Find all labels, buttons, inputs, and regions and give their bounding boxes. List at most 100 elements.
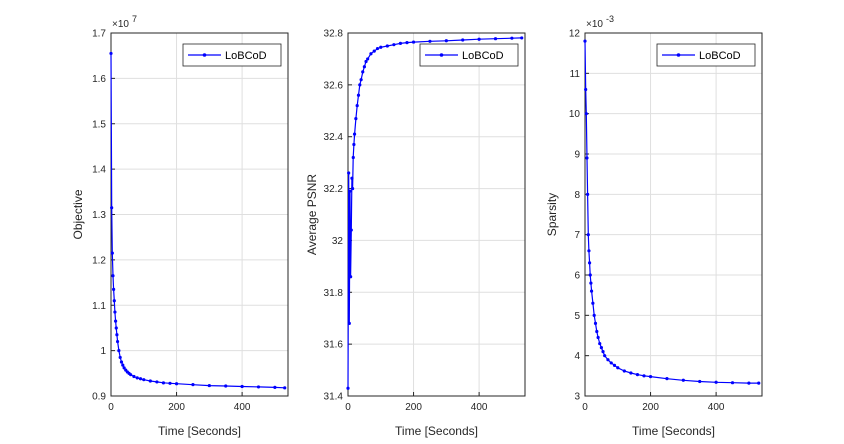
data-point — [592, 313, 596, 317]
chart-3: 0 200 400 3 4 5 6 7 8 9 10 11 12 ×10 -3 Time [Seconds] S… — [545, 14, 763, 438]
data-point — [477, 37, 481, 41]
data-point — [461, 38, 465, 42]
chart-2: 0 200 400 31.4 31.6 31.8 32 32.2 32.4 32.6 32.8 Tim… — [305, 29, 526, 438]
data-point — [161, 381, 166, 385]
y-axis-label: Average PSNR — [305, 174, 319, 255]
data-point — [665, 377, 669, 381]
data-point — [714, 380, 718, 384]
legend-box — [419, 43, 519, 67]
data-point — [114, 326, 118, 330]
legend-marker — [676, 53, 681, 57]
data-point — [352, 142, 356, 147]
y-tick-label: 1.6 — [92, 74, 106, 85]
data-point — [584, 112, 588, 116]
legend-entry: LoBCoD — [225, 50, 267, 62]
legend: LoBCoD — [419, 43, 519, 67]
data-point — [135, 376, 139, 380]
data-point — [358, 83, 362, 87]
data-point — [119, 360, 124, 364]
x-axis-label: Time [Seconds] — [395, 424, 478, 438]
data-point — [586, 192, 590, 196]
data-point — [110, 251, 114, 255]
data-point — [593, 321, 598, 325]
data-point — [411, 40, 416, 44]
y-exponent-base: ×10 — [112, 19, 129, 30]
data-point — [351, 155, 355, 160]
y-tick-label: 31.6 — [324, 340, 344, 351]
y-tick-label: 1 — [100, 346, 106, 357]
data-point — [444, 39, 448, 43]
data-point — [129, 373, 133, 377]
y-tick-label: 1.2 — [92, 255, 106, 266]
data-point — [587, 249, 591, 253]
y-tick-label: 32.6 — [324, 80, 344, 91]
plot-area — [348, 33, 525, 396]
chart-1: 0 200 400 0.9 1 1.1 1.2 1.3 1.4 1.5 1.6 1.7 ×10 7 Time… — [71, 14, 289, 438]
data-point — [375, 46, 380, 51]
legend-box — [182, 43, 282, 67]
legend: LoBCoD — [656, 43, 756, 67]
data-point — [598, 341, 602, 346]
y-tick-label: 0.9 — [92, 392, 106, 403]
data-point — [273, 385, 277, 389]
data-point — [359, 78, 363, 82]
data-point — [366, 57, 370, 61]
data-point — [698, 379, 702, 384]
data-point — [510, 36, 514, 40]
data-point — [349, 228, 353, 232]
data-point — [132, 374, 136, 379]
data-point — [588, 273, 592, 277]
x-tick-label: 0 — [582, 402, 588, 413]
data-point — [520, 36, 524, 40]
y-tick-label: 32.2 — [324, 184, 344, 195]
data-point — [207, 383, 211, 388]
data-point — [596, 335, 600, 340]
y-axis-label: Sparsity — [545, 193, 559, 236]
data-point — [347, 321, 351, 325]
legend-marker — [202, 53, 207, 57]
data-point — [493, 37, 498, 41]
data-point — [599, 346, 603, 350]
data-point — [642, 374, 646, 378]
data-point — [350, 176, 354, 180]
x-tick-label: 0 — [345, 402, 351, 413]
y-tick-label: 10 — [569, 109, 581, 120]
data-point — [428, 39, 432, 43]
y-tick-label: 1.3 — [92, 210, 106, 221]
data-point — [350, 186, 355, 191]
x-tick-label: 200 — [168, 402, 185, 413]
data-point — [405, 40, 409, 45]
y-tick-label: 1.4 — [92, 165, 106, 176]
x-tick-label: 400 — [471, 402, 488, 413]
series-line — [109, 51, 287, 390]
axes-frame — [110, 32, 289, 397]
y-tick-label: 32.4 — [324, 132, 344, 143]
data-point — [612, 363, 617, 367]
y-tick-label: 32.8 — [324, 29, 344, 40]
data-point — [121, 363, 125, 367]
y-tick-label: 6 — [574, 271, 580, 282]
data-point — [256, 385, 261, 389]
data-point — [174, 382, 179, 386]
data-point — [191, 383, 195, 387]
data-point — [138, 377, 143, 381]
y-tick-label: 9 — [574, 150, 580, 161]
data-point — [372, 49, 376, 53]
y-tick-label: 3 — [574, 392, 580, 403]
data-point — [601, 350, 605, 354]
data-point — [240, 384, 244, 389]
data-point — [589, 281, 593, 285]
y-tick-label: 1.1 — [92, 301, 106, 312]
data-point — [616, 366, 620, 370]
x-axis-label: Time [Seconds] — [632, 424, 715, 438]
data-point — [589, 289, 594, 293]
data-point — [355, 104, 359, 108]
y-tick-label: 1.7 — [92, 29, 106, 40]
data-point — [635, 373, 640, 377]
legend: LoBCoD — [182, 43, 282, 67]
x-tick-label: 400 — [234, 402, 251, 413]
data-point — [622, 369, 626, 373]
y-tick-label: 5 — [574, 311, 580, 322]
y-tick-label: 12 — [569, 29, 581, 40]
